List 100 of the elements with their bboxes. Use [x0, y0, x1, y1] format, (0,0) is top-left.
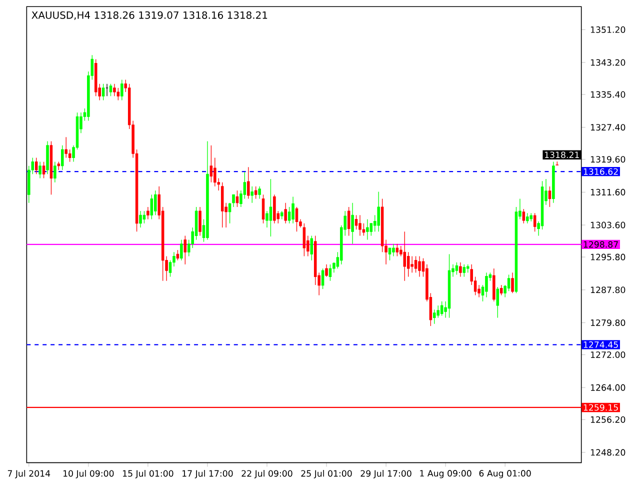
candlestick — [310, 235, 314, 261]
candlestick — [366, 218, 369, 240]
x-tick-label: 7 Jul 2014 — [8, 470, 50, 478]
candlestick — [548, 186, 552, 208]
candlestick — [526, 212, 529, 224]
y-tick-label: 1327.40 — [590, 124, 626, 131]
candlestick — [388, 248, 392, 261]
candlestick — [198, 206, 202, 236]
candlestick — [102, 83, 105, 101]
candlestick — [325, 264, 328, 278]
y-tick-label: 1248.20 — [590, 449, 626, 456]
y-tick-label: 1295.80 — [590, 254, 626, 260]
candlestick — [38, 161, 42, 179]
candlestick — [120, 79, 124, 101]
candlestick — [414, 256, 418, 273]
candlestick — [116, 88, 120, 101]
candlestick — [292, 196, 294, 224]
chart-title: XAUUSD,H4 1318.26 1319.07 1318.16 1318.21 — [32, 11, 268, 20]
candlestick — [358, 214, 362, 236]
candlestick — [410, 256, 414, 273]
candlestick — [154, 190, 157, 216]
candlestick — [34, 157, 38, 174]
y-tick-label: 1279.80 — [590, 319, 626, 326]
y-tick-label: 1343.20 — [590, 59, 626, 66]
candlestick — [176, 250, 180, 261]
ref-line-label: 1298.87 — [584, 241, 618, 248]
candlestick — [61, 145, 64, 170]
y-tick-label: 1319.60 — [590, 156, 626, 163]
candlestick — [247, 166, 250, 200]
candlestick — [232, 194, 235, 208]
candlestick — [254, 186, 258, 200]
candlestick — [392, 244, 395, 257]
candlestick — [302, 223, 306, 257]
y-tick-label: 1264.00 — [590, 384, 626, 391]
x-tick-label: 10 Jul 09:00 — [63, 470, 114, 478]
candlestick — [168, 260, 172, 278]
candlestick — [492, 268, 496, 302]
x-tick-label: 29 Jul 17:00 — [360, 470, 412, 478]
x-tick-label: 25 Jul 01:00 — [301, 470, 352, 478]
y-tick-label: 1256.20 — [590, 416, 626, 423]
y-tick-label: 1303.60 — [590, 222, 626, 228]
x-tick-label: 1 Aug 09:00 — [420, 470, 472, 478]
candlestick — [295, 206, 298, 232]
candlestick — [455, 262, 458, 276]
ref-line-label: 1316.62 — [584, 168, 618, 175]
candlestick — [533, 212, 536, 232]
candlestick — [184, 235, 187, 265]
candlestick — [522, 208, 526, 224]
candlestick — [210, 145, 213, 183]
candlestick — [64, 136, 68, 158]
candlestick — [150, 194, 154, 220]
candlestick — [54, 161, 56, 183]
x-tick-label: 17 Jul 17:00 — [182, 470, 233, 478]
y-tick-label: 1272.00 — [590, 351, 626, 358]
candlestick — [214, 157, 216, 187]
y-tick-label: 1335.40 — [590, 91, 626, 98]
ref-line-label: 1259.15 — [584, 404, 618, 411]
candlestick — [68, 149, 72, 162]
x-tick-label: 22 Jul 09:00 — [242, 470, 292, 478]
candlestick — [351, 202, 354, 244]
candlestick — [507, 274, 510, 292]
candlestick — [262, 194, 265, 224]
ref-line-label: 1274.45 — [584, 341, 618, 348]
y-tick-label: 1287.80 — [590, 286, 626, 294]
candlestick — [377, 191, 380, 232]
candlestick — [258, 186, 261, 200]
candlestick — [500, 284, 503, 296]
candlestick — [406, 252, 410, 278]
candlestick — [146, 206, 150, 220]
candlestick — [250, 186, 254, 204]
candlestick — [459, 262, 462, 278]
candlestick — [418, 256, 421, 278]
candlestick — [478, 284, 480, 298]
candlestick — [273, 194, 276, 224]
x-tick-label: 15 Jul 01:00 — [122, 470, 174, 478]
candlestick — [462, 264, 466, 278]
candlestick — [42, 161, 46, 179]
candlestick — [180, 239, 183, 261]
candlestick — [436, 305, 440, 318]
candlestick — [139, 210, 142, 228]
candlestick — [362, 223, 366, 236]
candlestick — [440, 301, 444, 316]
candlestick — [496, 286, 500, 318]
y-tick-label: 1311.60 — [590, 188, 626, 196]
candlestick — [485, 272, 488, 298]
candlestick — [354, 214, 358, 230]
candlestick — [328, 264, 332, 282]
x-tick-label: 6 Aug 01:00 — [479, 470, 531, 478]
candlestick — [347, 206, 350, 236]
y-tick-label: 1351.20 — [590, 26, 626, 33]
candlestick — [109, 83, 112, 96]
candlestick — [511, 272, 514, 294]
candlestick — [113, 83, 116, 96]
candlestick — [403, 231, 406, 282]
candlestick — [266, 210, 268, 228]
candlestick — [142, 210, 146, 224]
candlestick — [269, 178, 272, 237]
candlestick — [433, 309, 436, 324]
candlestick — [284, 202, 287, 224]
candlestick — [370, 223, 373, 236]
